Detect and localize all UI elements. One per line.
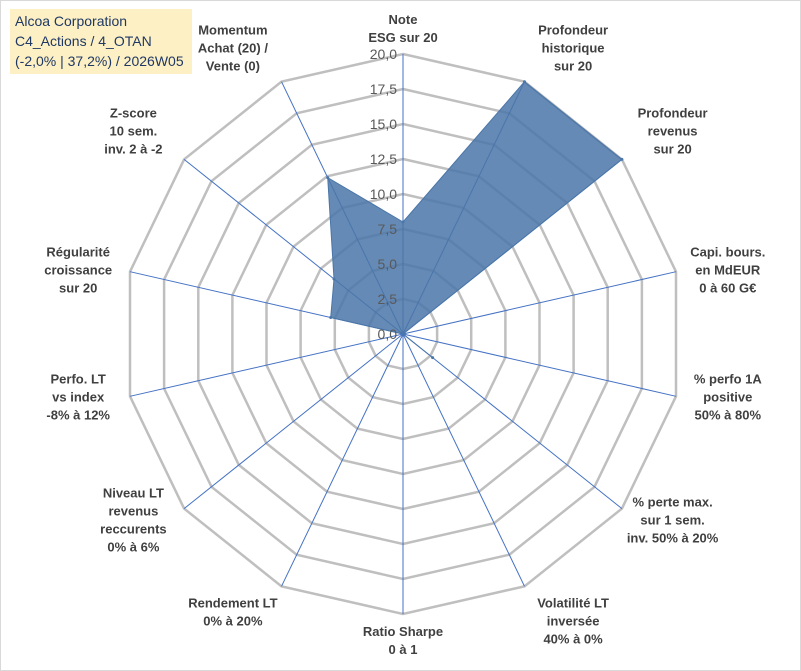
axis-label-10: Perfo. LT vs index -8% à 12% (46, 372, 110, 423)
axis-spoke-9 (183, 333, 404, 509)
tick-label-1: 2,5 (378, 291, 398, 307)
axis-spoke-6 (402, 333, 525, 587)
axis-spoke-5 (402, 333, 623, 509)
axis-label-3-line-0: Capi. bours. (690, 244, 765, 259)
axis-label-4: % perfo 1A positive 50% à 80% (694, 372, 763, 423)
data-point-2 (620, 157, 624, 161)
axis-label-2-line-2: sur 20 (653, 142, 691, 157)
axis-label-13-line-1: Achat (20) / (198, 40, 268, 55)
axis-label-3: Capi. bours. en MdEUR 0 à 60 G€ (690, 244, 765, 295)
tick-label-6: 15,0 (370, 116, 397, 132)
axis-label-7-line-1: 0 à 1 (389, 642, 418, 657)
axis-label-4-line-1: positive (703, 390, 752, 405)
axis-label-13-line-0: Momentum (198, 22, 267, 37)
data-point-13 (326, 176, 330, 180)
axis-spoke-3 (402, 271, 677, 335)
axis-label-5-line-0: % perte max. (632, 494, 712, 509)
axis-label-0-line-1: ESG sur 20 (368, 30, 437, 45)
axis-label-6-line-2: 40% à 0% (543, 632, 603, 647)
axis-label-8: Rendement LT 0% à 20% (188, 596, 277, 629)
axis-label-11: Régularité croissance sur 20 (44, 244, 112, 295)
axis-label-7-line-0: Ratio Sharpe (363, 624, 443, 639)
axis-label-11-line-1: croissance (44, 262, 112, 277)
axis-spoke-8 (281, 333, 404, 587)
axis-label-11-line-0: Régularité (46, 244, 110, 259)
tick-label-0: 0,0 (378, 326, 398, 342)
data-point-10 (401, 332, 405, 336)
axis-label-5-line-1: sur 1 sem. (640, 512, 704, 527)
axis-label-3-line-1: en MdEUR (695, 262, 761, 277)
axis-label-11-line-2: sur 20 (59, 280, 97, 295)
axis-label-10-line-1: vs index (52, 390, 105, 405)
data-point-1 (523, 80, 526, 84)
tick-label-3: 7,5 (378, 221, 398, 237)
chart-title-line-3: (-2,0% | 37,2%) / 2026W05 (15, 53, 184, 69)
tick-label-4: 10,0 (370, 186, 397, 202)
data-point-0 (401, 220, 405, 224)
axis-label-10-line-2: -8% à 12% (46, 408, 110, 423)
tick-label-2: 5,0 (378, 256, 398, 272)
axis-label-8-line-1: 0% à 20% (203, 614, 263, 629)
axis-label-5-line-2: inv. 50% à 20% (627, 530, 719, 545)
tick-label-5: 12,5 (370, 151, 397, 167)
axis-label-2-line-1: revenus (648, 124, 698, 139)
axis-label-10-line-0: Perfo. LT (51, 372, 106, 387)
axis-spoke-10 (129, 333, 404, 397)
axis-label-13-line-2: Vente (0) (206, 58, 260, 73)
axis-label-6-line-1: inversée (547, 614, 600, 629)
axis-label-0-line-0: Note (389, 12, 418, 27)
axis-label-1: Profondeur historique sur 20 (538, 22, 608, 73)
tick-label-7: 17,5 (370, 81, 397, 97)
axis-label-1-line-2: sur 20 (554, 58, 592, 73)
axis-label-9-line-1: revenus (108, 503, 158, 518)
axis-label-12-line-1: 10 sem. (110, 124, 158, 139)
axis-label-7: Ratio Sharpe 0 à 1 (363, 624, 443, 657)
axis-label-12-line-0: Z-score (110, 106, 157, 121)
axis-label-3-line-2: 0 à 60 G€ (699, 280, 756, 295)
axis-label-9-line-3: 0% à 6% (107, 539, 159, 554)
axis-label-2-line-0: Profondeur (638, 106, 708, 121)
axis-label-2: Profondeur revenus sur 20 (638, 106, 708, 157)
chart-title-line-2: C4_Actions / 4_OTAN (15, 33, 152, 49)
chart-title-box: Alcoa Corporation C4_Actions / 4_OTAN (-… (10, 9, 192, 74)
axis-label-9: Niveau LT revenus reccurents 0% à 6% (100, 485, 166, 554)
axis-label-1-line-0: Profondeur (538, 22, 608, 37)
axis-label-6: Volatilité LT inversée 40% à 0% (537, 596, 609, 647)
axis-label-12-line-2: inv. 2 à -2 (104, 142, 162, 157)
axis-label-8-line-0: Rendement LT (188, 596, 277, 611)
axis-label-12: Z-score 10 sem. inv. 2 à -2 (104, 106, 162, 157)
axis-label-5: % perte max. sur 1 sem. inv. 50% à 20% (627, 494, 719, 545)
chart-title-line-1: Alcoa Corporation (15, 13, 128, 29)
data-point-12 (332, 277, 336, 281)
axis-label-6-line-0: Volatilité LT (537, 596, 609, 611)
axis-label-13: Momentum Achat (20) / Vente (0) (198, 22, 268, 73)
axis-spoke-4 (402, 333, 677, 397)
data-point-5 (431, 356, 435, 360)
axis-label-9-line-0: Niveau LT (103, 485, 164, 500)
axis-label-0: Note ESG sur 20 (368, 12, 437, 45)
axis-label-4-line-2: 50% à 80% (695, 408, 762, 423)
data-point-11 (329, 316, 333, 319)
axis-label-9-line-2: reccurents (100, 521, 166, 536)
series-area-alcoa-corporation (327, 81, 623, 358)
axis-label-1-line-1: historique (542, 40, 605, 55)
axis-label-4-line-0: % perfo 1A (694, 372, 763, 387)
tick-label-8: 20,0 (370, 46, 397, 62)
